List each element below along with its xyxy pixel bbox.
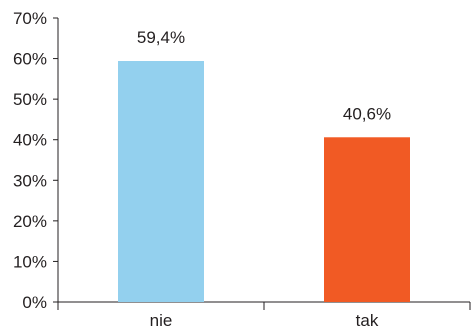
- x-axis: nie tak: [57, 301, 471, 329]
- y-tick-label: 10%: [13, 252, 47, 271]
- y-tick-label: 50%: [13, 90, 47, 109]
- y-tick-label: 40%: [13, 131, 47, 150]
- y-tick-label: 30%: [13, 171, 47, 190]
- data-label-tak: 40,6%: [343, 104, 391, 123]
- data-labels: 59,4% 40,6%: [137, 28, 391, 123]
- y-tick-label: 0%: [22, 293, 47, 312]
- bar-nie: [118, 61, 204, 303]
- data-label-nie: 59,4%: [137, 28, 185, 47]
- bars: [118, 61, 410, 303]
- y-tick-label: 70%: [13, 9, 47, 28]
- y-tick-label: 20%: [13, 212, 47, 231]
- x-tick-label-nie: nie: [150, 311, 173, 329]
- y-axis: 0% 10% 20% 30% 40% 50% 60% 70%: [13, 9, 59, 312]
- bar-tak: [324, 137, 410, 302]
- x-tick-label-tak: tak: [356, 311, 379, 329]
- y-tick-label: 60%: [13, 50, 47, 69]
